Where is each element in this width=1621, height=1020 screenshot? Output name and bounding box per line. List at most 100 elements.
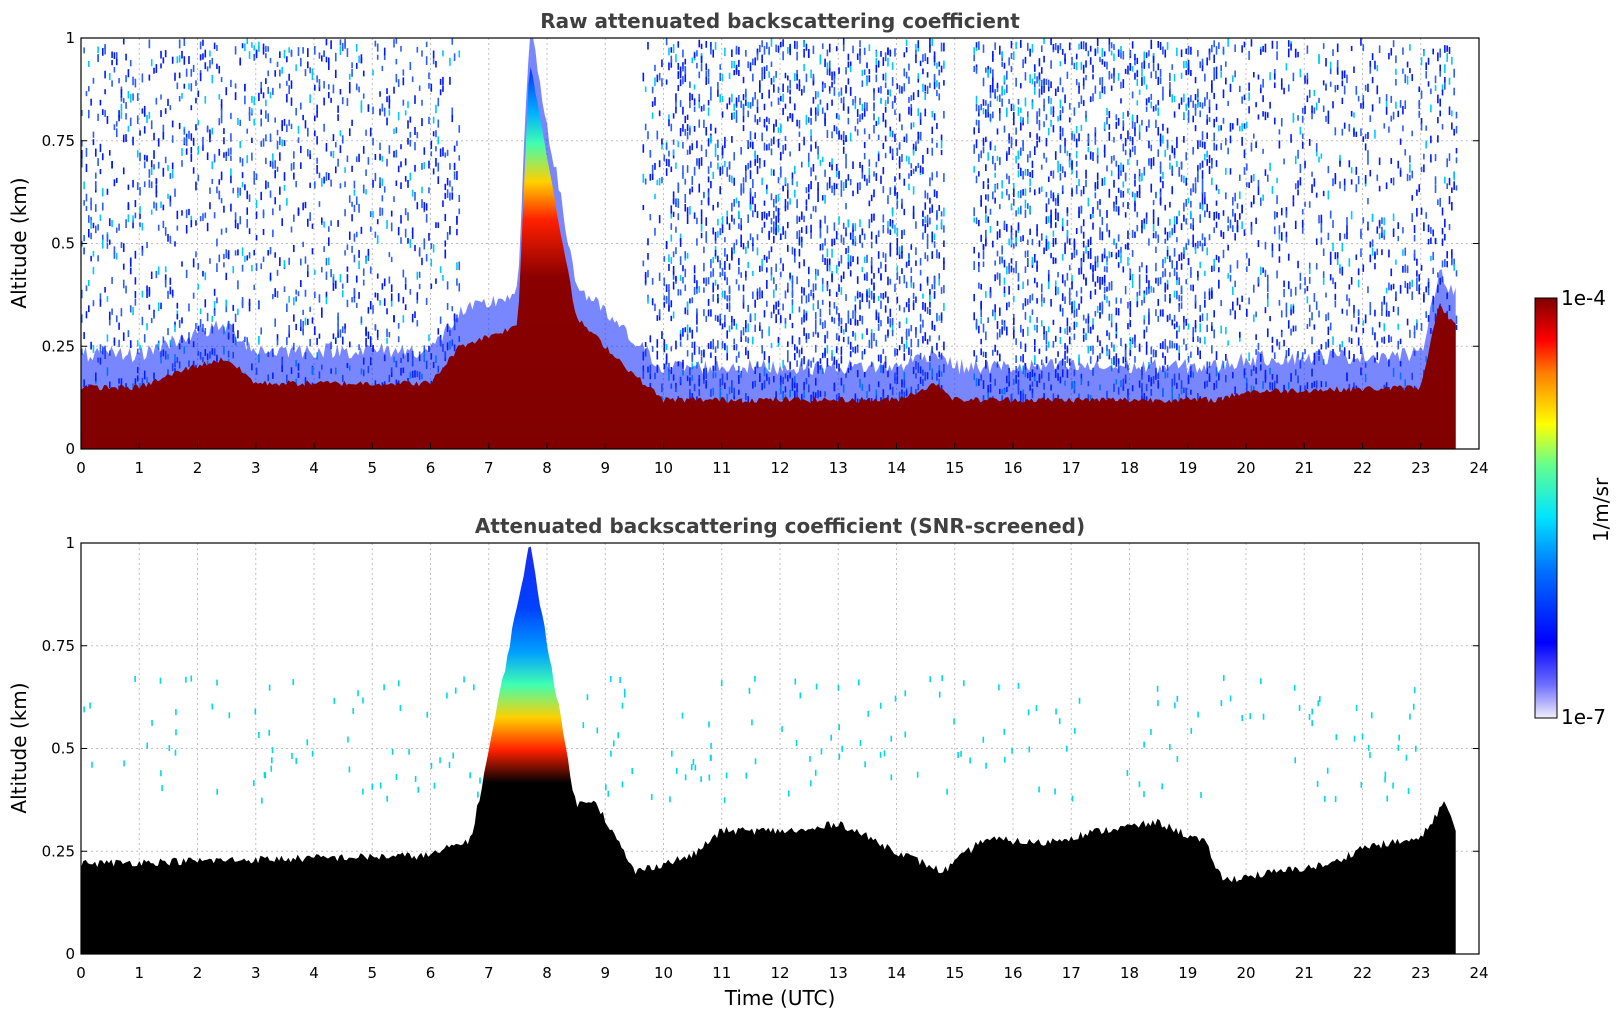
noise-speck bbox=[118, 110, 120, 118]
noise-speck bbox=[437, 176, 440, 185]
noise-speck bbox=[199, 54, 202, 61]
noise-speck bbox=[1033, 87, 1036, 95]
noise-speck bbox=[943, 341, 945, 351]
noise-speck bbox=[817, 152, 819, 160]
noise-speck bbox=[926, 85, 929, 94]
noise-speck bbox=[281, 218, 283, 226]
noise-speck bbox=[1080, 189, 1083, 197]
noise-speck bbox=[1054, 280, 1057, 288]
noise-speck bbox=[873, 102, 875, 109]
noise-speck bbox=[1176, 274, 1178, 281]
noise-speck bbox=[1082, 231, 1085, 239]
noise-speck bbox=[1180, 97, 1183, 105]
noise-speck bbox=[395, 127, 398, 134]
noise-speck bbox=[1071, 306, 1073, 314]
noise-speck bbox=[1187, 97, 1190, 107]
noise-speck bbox=[1129, 268, 1132, 276]
noise-speck bbox=[1031, 160, 1034, 168]
noise-speck bbox=[293, 314, 295, 322]
noise-speck bbox=[129, 117, 132, 127]
noise-speck bbox=[355, 83, 358, 91]
noise-speck bbox=[1127, 188, 1129, 194]
noise-speck bbox=[700, 43, 703, 50]
noise-speck bbox=[733, 103, 735, 111]
noise-speck bbox=[316, 104, 318, 113]
noise-speck bbox=[793, 40, 796, 49]
noise-speck bbox=[929, 197, 931, 204]
noise-speck bbox=[1064, 328, 1066, 334]
noise-speck bbox=[821, 352, 824, 359]
noise-speck bbox=[1103, 122, 1106, 129]
noise-speck bbox=[978, 266, 980, 273]
noise-speck bbox=[276, 269, 279, 276]
noise-speck bbox=[908, 298, 910, 304]
noise-speck bbox=[320, 310, 323, 318]
noise-speck bbox=[731, 214, 733, 222]
noise-speck bbox=[348, 231, 351, 240]
noise-speck bbox=[157, 161, 160, 169]
noise-speck bbox=[898, 276, 901, 284]
noise-speck bbox=[1229, 83, 1232, 93]
noise-speck bbox=[400, 144, 402, 150]
noise-speck bbox=[395, 58, 398, 65]
noise-speck bbox=[1050, 119, 1052, 127]
noise-speck bbox=[705, 149, 708, 157]
noise-speck bbox=[332, 283, 335, 291]
noise-speck bbox=[1252, 314, 1255, 322]
noise-speck bbox=[805, 73, 808, 83]
noise-speck bbox=[994, 197, 996, 204]
noise-speck bbox=[232, 265, 235, 274]
noise-speck bbox=[1101, 347, 1104, 354]
noise-speck bbox=[721, 165, 724, 175]
noise-speck bbox=[167, 164, 169, 171]
noise-speck bbox=[754, 114, 756, 123]
noise-speck bbox=[1150, 356, 1153, 364]
noise-speck bbox=[814, 175, 817, 181]
noise-speck bbox=[931, 236, 934, 243]
noise-speck bbox=[323, 221, 325, 228]
noise-speck bbox=[1157, 100, 1160, 106]
noise-speck bbox=[1066, 71, 1069, 79]
noise-speck bbox=[992, 240, 994, 248]
noise-speck bbox=[1089, 57, 1092, 65]
noise-speck bbox=[374, 292, 377, 298]
noise-speck bbox=[1059, 163, 1062, 172]
noise-speck bbox=[877, 87, 880, 93]
noise-speck bbox=[1225, 167, 1227, 175]
noise-speck bbox=[1115, 252, 1118, 260]
noise-speck bbox=[721, 95, 724, 103]
noise-speck bbox=[847, 53, 850, 61]
noise-speck bbox=[290, 97, 293, 106]
noise-speck bbox=[845, 135, 847, 142]
noise-speck bbox=[174, 321, 176, 327]
noise-speck bbox=[283, 184, 286, 191]
noise-speck bbox=[1204, 141, 1206, 150]
noise-speck bbox=[1150, 183, 1153, 193]
noise-speck bbox=[1255, 311, 1257, 318]
noise-speck bbox=[418, 271, 421, 278]
noise-speck bbox=[1166, 249, 1169, 257]
noise-speck bbox=[693, 98, 696, 106]
noise-speck bbox=[686, 131, 689, 140]
noise-speck bbox=[978, 252, 980, 259]
noise-speck bbox=[369, 340, 372, 348]
noise-speck bbox=[206, 66, 209, 72]
noise-speck bbox=[176, 56, 179, 64]
noise-speck bbox=[700, 356, 703, 364]
noise-speck bbox=[1015, 139, 1017, 147]
noise-speck bbox=[1178, 345, 1181, 354]
noise-speck bbox=[444, 249, 447, 259]
noise-speck bbox=[712, 365, 715, 372]
noise-speck bbox=[910, 95, 913, 101]
noise-speck bbox=[1052, 230, 1055, 237]
noise-speck bbox=[337, 323, 339, 333]
noise-speck bbox=[908, 63, 910, 71]
noise-speck bbox=[1162, 180, 1164, 189]
noise-speck bbox=[309, 94, 311, 104]
noise-speck bbox=[826, 103, 829, 111]
noise-speck bbox=[889, 49, 892, 57]
noise-speck bbox=[1103, 149, 1106, 158]
noise-speck bbox=[1092, 264, 1094, 273]
noise-speck bbox=[793, 73, 796, 82]
noise-speck bbox=[1036, 133, 1038, 140]
